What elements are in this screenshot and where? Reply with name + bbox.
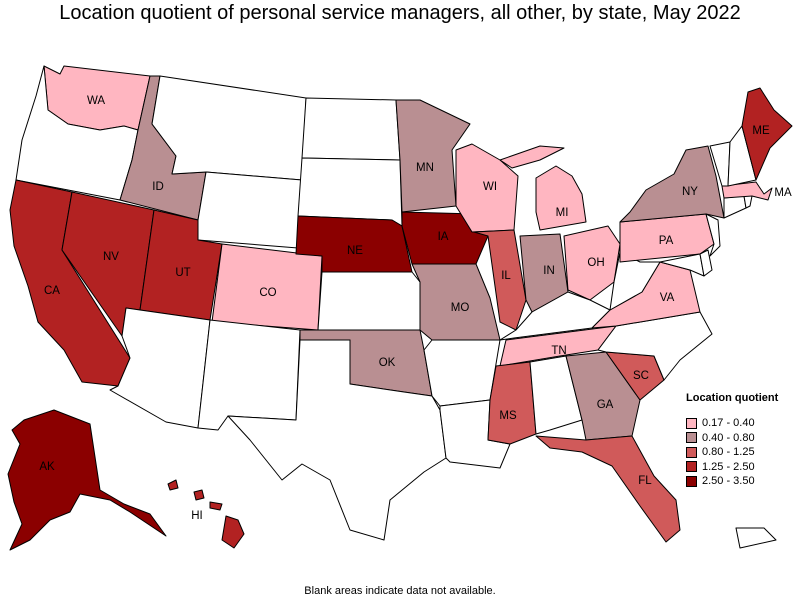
legend-item: 0.80 - 1.25	[686, 445, 796, 460]
map-title: Location quotient of personal service ma…	[59, 2, 741, 24]
label-wi: WI	[483, 181, 497, 193]
state-mi[interactable]	[499, 145, 587, 231]
legend: Location quotient 0.17 - 0.40 0.40 - 0.8…	[686, 392, 796, 489]
state-pr[interactable]	[735, 527, 777, 549]
legend-label: 2.50 - 3.50	[702, 475, 755, 488]
legend-label: 0.17 - 0.40	[702, 417, 755, 430]
label-tn: TN	[551, 345, 566, 357]
label-me: ME	[752, 125, 770, 137]
state-ar[interactable]	[423, 339, 501, 407]
state-fl[interactable]	[535, 435, 681, 543]
state-ms[interactable]	[487, 361, 537, 445]
legend-item: 1.25 - 2.50	[686, 460, 796, 475]
label-ga: GA	[597, 399, 614, 411]
label-ak: AK	[39, 461, 55, 473]
state-tn[interactable]	[499, 325, 617, 367]
state-ky[interactable]	[499, 291, 611, 341]
legend-swatch	[686, 417, 697, 429]
label-wa: WA	[87, 95, 105, 107]
state-ma[interactable]	[721, 181, 773, 201]
label-il: IL	[501, 270, 511, 282]
legend-swatch	[686, 475, 697, 487]
state-wv[interactable]	[609, 251, 661, 311]
label-id: ID	[152, 181, 164, 193]
legend-swatch	[686, 461, 697, 473]
state-tx[interactable]	[227, 339, 447, 541]
state-mn[interactable]	[395, 99, 471, 213]
state-labels: WA ID CA NV UT CO NE MN IA MO OK WI IL M…	[39, 95, 792, 522]
state-ri[interactable]	[743, 195, 753, 209]
legend-items: 0.17 - 0.40 0.40 - 0.80 0.80 - 1.25 1.25…	[686, 416, 796, 489]
label-sc: SC	[633, 370, 649, 382]
label-ut: UT	[175, 267, 190, 279]
label-pa: PA	[659, 235, 674, 247]
legend-swatch	[686, 446, 697, 458]
label-co: CO	[259, 287, 276, 299]
label-mi: MI	[556, 207, 569, 219]
state-nm[interactable]	[197, 319, 301, 431]
label-ca: CA	[44, 285, 60, 297]
legend-label: 1.25 - 2.50	[702, 460, 755, 473]
label-mn: MN	[416, 162, 434, 174]
state-wy[interactable]	[197, 171, 303, 249]
label-ne: NE	[347, 245, 363, 257]
state-al[interactable]	[529, 355, 583, 435]
state-mt[interactable]	[151, 75, 307, 181]
label-ny: NY	[682, 186, 698, 198]
label-va: VA	[660, 292, 675, 304]
legend-item: 0.17 - 0.40	[686, 416, 796, 431]
label-nv: NV	[103, 251, 119, 263]
legend-item: 0.40 - 0.80	[686, 431, 796, 446]
state-ak[interactable]	[7, 409, 167, 551]
legend-item: 2.50 - 3.50	[686, 474, 796, 489]
state-ks[interactable]	[317, 271, 421, 331]
state-sd[interactable]	[297, 157, 403, 227]
footnote: Blank areas indicate data not available.	[304, 585, 496, 597]
state-nj[interactable]	[705, 213, 721, 257]
state-ct[interactable]	[723, 195, 747, 219]
label-ms: MS	[499, 410, 517, 422]
state-nd[interactable]	[301, 97, 401, 161]
label-ia: IA	[438, 231, 449, 243]
label-in: IN	[543, 265, 555, 277]
label-oh: OH	[587, 257, 604, 269]
state-hi[interactable]	[167, 479, 245, 549]
legend-label: 0.80 - 1.25	[702, 446, 755, 459]
legend-label: 0.40 - 0.80	[702, 431, 755, 444]
legend-title: Location quotient	[686, 392, 779, 404]
legend-swatch	[686, 432, 697, 444]
state-de[interactable]	[699, 249, 713, 277]
label-ma: MA	[774, 187, 792, 199]
state-wi[interactable]	[455, 143, 519, 233]
label-mo: MO	[451, 302, 470, 314]
label-fl: FL	[638, 475, 652, 487]
state-ny[interactable]	[619, 145, 725, 223]
state-me[interactable]	[741, 87, 793, 181]
label-hi: HI	[191, 510, 203, 522]
label-ok: OK	[379, 357, 396, 369]
